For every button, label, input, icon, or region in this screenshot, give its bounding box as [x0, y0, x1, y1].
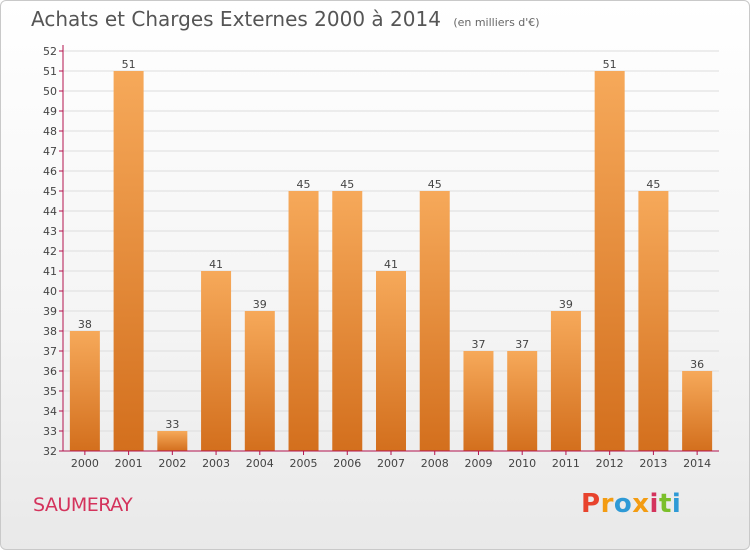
x-tick-label: 2005 — [290, 457, 318, 470]
bar — [638, 191, 669, 451]
y-tick-label: 35 — [43, 385, 57, 398]
x-tick-label: 2000 — [71, 457, 99, 470]
bar-value-label: 45 — [340, 178, 354, 191]
axis-layer: 32 33 34 35 36 37 38 39 40 41 42 43 44 45 46 47 48 49 50 51… — [43, 45, 719, 470]
y-tick-label: 40 — [43, 285, 57, 298]
bar — [507, 351, 538, 451]
logo-letter: o — [613, 489, 633, 519]
y-tick-label: 32 — [43, 445, 57, 458]
logo-letter: t — [658, 489, 672, 519]
bar-value-label: 51 — [122, 58, 136, 71]
logo-letter: r — [600, 489, 614, 519]
logo-letter: i — [649, 489, 659, 519]
bar — [332, 191, 363, 451]
y-tick-label: 47 — [43, 145, 57, 158]
bars-layer: 38 51 33 41 39 45 45 41 45 37 37 39 51 45 36 — [69, 58, 713, 451]
y-tick-label: 52 — [43, 45, 57, 58]
bar-value-label: 45 — [646, 178, 660, 191]
bar — [69, 331, 100, 451]
y-tick-label: 50 — [43, 85, 57, 98]
bar-value-label: 45 — [428, 178, 442, 191]
bar-value-label: 45 — [297, 178, 311, 191]
chart-title: Achats et Charges Externes 2000 à 2014 — [31, 7, 441, 31]
logo-letter: i — [671, 489, 682, 519]
bar — [201, 271, 232, 451]
bar — [594, 71, 625, 451]
x-tick-label: 2001 — [115, 457, 143, 470]
bar — [550, 311, 581, 451]
bar-value-label: 39 — [559, 298, 573, 311]
x-tick-label: 2002 — [158, 457, 186, 470]
y-tick-label: 44 — [43, 205, 57, 218]
bar — [244, 311, 275, 451]
place-name: SAUMERAY — [33, 494, 133, 516]
x-tick-label: 2009 — [464, 457, 492, 470]
y-tick-label: 46 — [43, 165, 57, 178]
y-tick-label: 36 — [43, 365, 57, 378]
bar — [113, 71, 144, 451]
bar — [463, 351, 494, 451]
chart-subtitle: (en milliers d'€) — [453, 16, 540, 29]
y-tick-label: 48 — [43, 125, 57, 138]
bar-value-label: 41 — [384, 258, 398, 271]
chart-title-block: Achats et Charges Externes 2000 à 2014 (… — [31, 7, 540, 31]
bar-value-label: 37 — [515, 338, 529, 351]
x-tick-label: 2008 — [421, 457, 449, 470]
y-tick-label: 43 — [43, 225, 57, 238]
bar-value-label: 36 — [690, 358, 704, 371]
y-tick-label: 33 — [43, 425, 57, 438]
x-tick-label: 2011 — [552, 457, 580, 470]
bar-value-label: 39 — [253, 298, 267, 311]
bar-value-label: 38 — [78, 318, 92, 331]
x-tick-label: 2013 — [639, 457, 667, 470]
y-tick-label: 39 — [43, 305, 57, 318]
y-tick-label: 51 — [43, 65, 57, 78]
y-tick-label: 37 — [43, 345, 57, 358]
bar-value-label: 51 — [603, 58, 617, 71]
y-tick-label: 42 — [43, 245, 57, 258]
y-tick-label: 38 — [43, 325, 57, 338]
bar — [157, 431, 188, 451]
bar — [419, 191, 450, 451]
bar-value-label: 33 — [165, 418, 179, 431]
bar — [682, 371, 713, 451]
x-tick-label: 2007 — [377, 457, 405, 470]
x-tick-label: 2003 — [202, 457, 230, 470]
y-tick-label: 41 — [43, 265, 57, 278]
x-tick-label: 2006 — [333, 457, 361, 470]
bar — [288, 191, 319, 451]
y-tick-label: 45 — [43, 185, 57, 198]
x-tick-label: 2014 — [683, 457, 711, 470]
y-tick-label: 34 — [43, 405, 57, 418]
y-tick-label: 49 — [43, 105, 57, 118]
logo-letter: x — [632, 489, 650, 519]
bar-value-label: 41 — [209, 258, 223, 271]
x-tick-label: 2004 — [246, 457, 274, 470]
bar-value-label: 37 — [471, 338, 485, 351]
x-tick-label: 2010 — [508, 457, 536, 470]
proxiti-logo: Proxiti — [581, 489, 681, 519]
bar — [376, 271, 406, 451]
logo-letter: P — [581, 489, 601, 519]
x-tick-label: 2012 — [596, 457, 624, 470]
